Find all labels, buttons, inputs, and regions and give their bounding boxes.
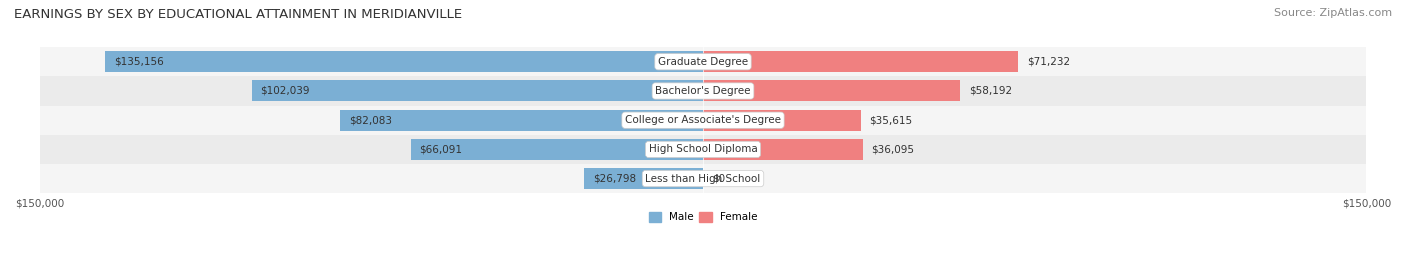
Text: Less than High School: Less than High School xyxy=(645,174,761,184)
Text: Bachelor's Degree: Bachelor's Degree xyxy=(655,86,751,96)
Legend: Male, Female: Male, Female xyxy=(647,210,759,225)
Bar xyxy=(703,51,1018,72)
Bar xyxy=(411,139,703,160)
Text: Graduate Degree: Graduate Degree xyxy=(658,57,748,67)
Text: EARNINGS BY SEX BY EDUCATIONAL ATTAINMENT IN MERIDIANVILLE: EARNINGS BY SEX BY EDUCATIONAL ATTAINMEN… xyxy=(14,8,463,21)
Bar xyxy=(39,76,1367,106)
Text: Source: ZipAtlas.com: Source: ZipAtlas.com xyxy=(1274,8,1392,18)
Bar xyxy=(340,110,703,131)
Bar xyxy=(39,47,1367,76)
Text: $58,192: $58,192 xyxy=(969,86,1012,96)
Bar xyxy=(105,51,703,72)
Text: $35,615: $35,615 xyxy=(869,115,912,125)
Text: $26,798: $26,798 xyxy=(593,174,637,184)
Bar xyxy=(703,110,860,131)
Text: $102,039: $102,039 xyxy=(260,86,311,96)
Bar xyxy=(39,106,1367,135)
Text: $135,156: $135,156 xyxy=(114,57,165,67)
Text: $0: $0 xyxy=(711,174,725,184)
Text: $66,091: $66,091 xyxy=(419,144,463,154)
Bar xyxy=(703,80,960,102)
Text: $36,095: $36,095 xyxy=(872,144,914,154)
Text: High School Diploma: High School Diploma xyxy=(648,144,758,154)
Bar xyxy=(39,164,1367,193)
Text: $71,232: $71,232 xyxy=(1026,57,1070,67)
Text: $82,083: $82,083 xyxy=(349,115,392,125)
Bar xyxy=(252,80,703,102)
Bar xyxy=(585,168,703,189)
Text: College or Associate's Degree: College or Associate's Degree xyxy=(626,115,780,125)
Bar xyxy=(39,135,1367,164)
Bar xyxy=(703,139,863,160)
